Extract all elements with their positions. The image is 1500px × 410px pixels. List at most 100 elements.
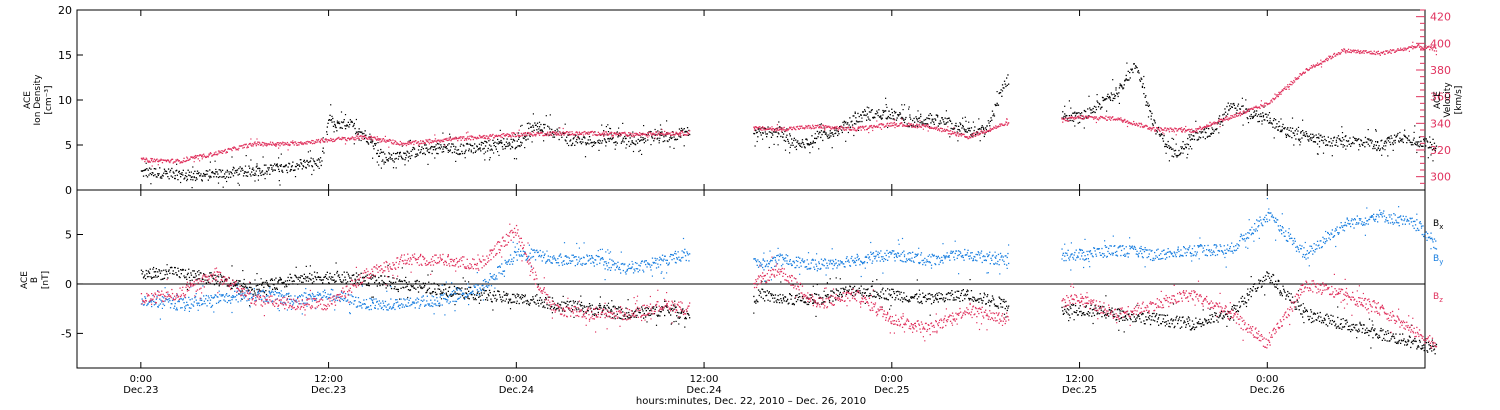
density-point: [916, 125, 918, 127]
bx-point: [573, 302, 575, 304]
bx-point: [328, 282, 330, 284]
density-point: [1404, 135, 1406, 137]
velocity-point: [910, 124, 912, 126]
bx-point: [314, 275, 316, 278]
velocity-point: [941, 130, 943, 133]
density-point: [1335, 139, 1337, 141]
bx-point: [180, 269, 182, 271]
density-point: [384, 161, 387, 163]
bx-point: [605, 308, 607, 310]
velocity-point: [828, 126, 831, 129]
density-point: [584, 156, 587, 158]
velocity-point: [443, 140, 445, 143]
bx-point: [441, 292, 443, 295]
velocity-point: [534, 133, 536, 135]
density-point: [201, 179, 203, 181]
density-point: [381, 151, 383, 154]
density-point: [226, 169, 228, 171]
bx-point: [545, 298, 547, 300]
density-point: [1181, 146, 1183, 148]
velocity-point: [632, 133, 634, 135]
velocity-point: [1345, 52, 1347, 54]
density-point: [1072, 120, 1075, 122]
velocity-point: [832, 127, 835, 129]
density-point: [1150, 115, 1152, 117]
velocity-point: [947, 129, 949, 132]
density-point: [1097, 101, 1099, 104]
velocity-point: [433, 140, 435, 142]
velocity-point: [978, 132, 980, 134]
bx-point: [340, 281, 343, 283]
bx-point: [445, 292, 447, 294]
velocity-point: [251, 143, 253, 145]
density-point: [1199, 131, 1201, 133]
density-point: [250, 159, 252, 161]
density-point: [170, 175, 172, 177]
density-point: [564, 139, 566, 141]
bx-point: [320, 279, 322, 282]
density-point: [623, 141, 625, 143]
density-point: [271, 167, 273, 169]
top-panel-points: [140, 41, 1438, 189]
density-point: [976, 131, 978, 133]
density-point: [620, 133, 622, 135]
bx-point: [467, 297, 469, 299]
velocity-point: [937, 129, 939, 131]
velocity-point: [1275, 97, 1277, 99]
bx-point: [309, 265, 311, 267]
bx-point: [306, 277, 308, 279]
velocity-point: [1066, 120, 1069, 122]
density-point: [1337, 145, 1339, 147]
bx-point: [415, 282, 417, 284]
velocity-point: [1179, 127, 1181, 130]
density-point: [983, 135, 985, 138]
density-point: [601, 124, 603, 126]
velocity-point: [638, 134, 640, 136]
bx-point: [355, 279, 357, 281]
density-point: [1420, 140, 1422, 142]
velocity-point: [1292, 82, 1294, 84]
density-point: [629, 137, 631, 139]
velocity-point: [471, 136, 473, 138]
density-point: [1410, 144, 1413, 146]
bx-point: [530, 299, 533, 301]
velocity-point: [553, 132, 555, 134]
velocity-point: [1065, 117, 1067, 119]
density-point: [1424, 137, 1426, 139]
velocity-point: [167, 159, 169, 161]
velocity-point: [1138, 122, 1140, 124]
density-point: [956, 131, 958, 133]
bx-point: [191, 279, 193, 281]
bx-point: [526, 303, 528, 305]
density-point: [1192, 135, 1194, 137]
bx-point: [374, 281, 376, 284]
velocity-point: [931, 127, 933, 129]
bx-point: [363, 276, 366, 279]
density-point: [1101, 106, 1103, 108]
density-point: [453, 145, 455, 147]
density-point: [217, 176, 220, 179]
velocity-point: [814, 124, 816, 127]
density-point: [972, 135, 974, 138]
density-point: [1126, 79, 1129, 81]
density-point: [771, 132, 773, 135]
bx-point: [468, 290, 470, 292]
density-point: [895, 119, 898, 121]
density-point: [1174, 149, 1177, 152]
density-point: [1195, 132, 1198, 134]
velocity-point: [278, 147, 280, 149]
velocity-point: [824, 125, 827, 127]
density-point: [1116, 92, 1118, 94]
velocity-point: [950, 133, 952, 136]
velocity-point: [1433, 50, 1436, 52]
bx-point: [522, 295, 524, 297]
density-point: [425, 144, 427, 146]
bx-point: [449, 293, 451, 296]
bx-point: [648, 314, 650, 317]
density-point: [166, 172, 168, 175]
bx-point: [380, 275, 383, 277]
density-point: [753, 132, 755, 135]
density-point: [868, 107, 870, 109]
density-point: [366, 141, 368, 143]
velocity-point: [944, 130, 946, 132]
